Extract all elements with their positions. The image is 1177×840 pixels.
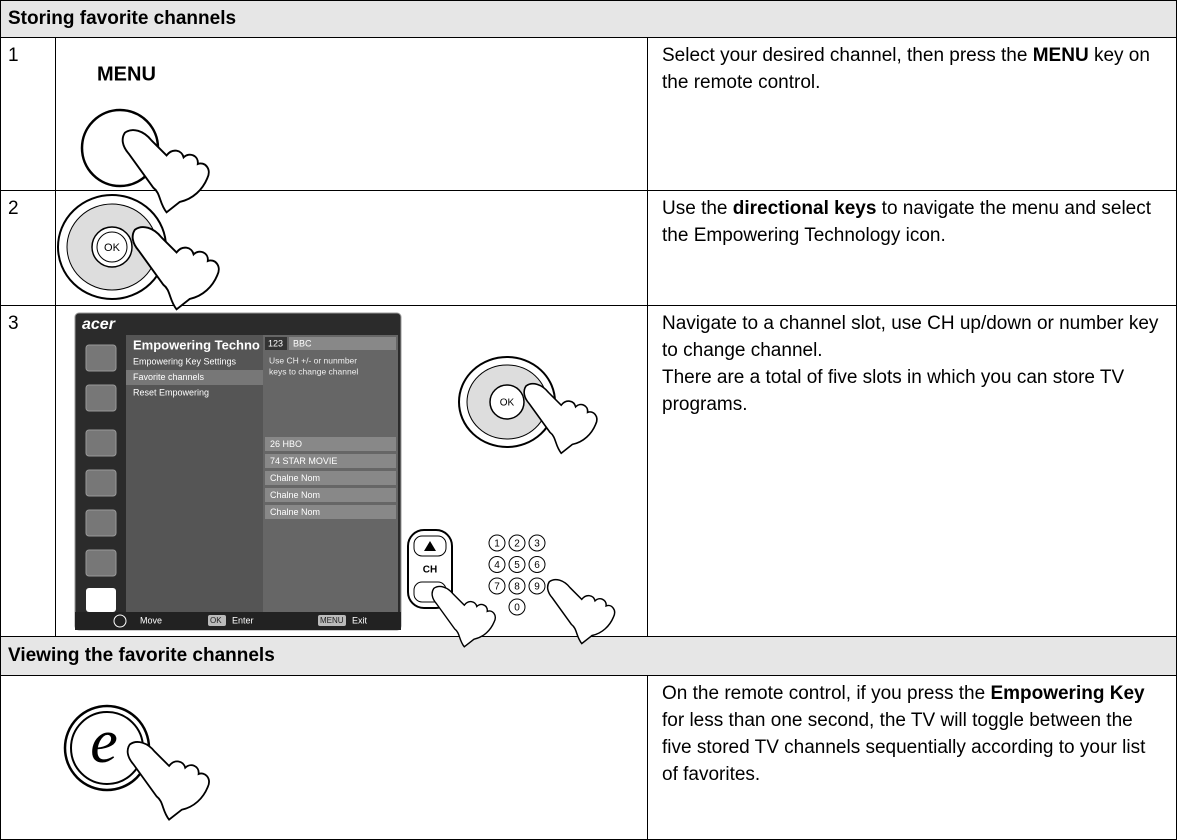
- text: Use the: [662, 198, 733, 219]
- osd-icon: [85, 549, 117, 577]
- ok-label: OK: [104, 242, 121, 254]
- number-key: [508, 598, 526, 616]
- osd-screen-part: [265, 337, 287, 350]
- number-key: [508, 556, 526, 573]
- osd-slot: [265, 488, 396, 502]
- section-title: Storing favorite channels: [8, 8, 237, 29]
- osd-hint: keys to change channel: [269, 366, 358, 376]
- number-label: 0: [514, 603, 520, 614]
- hand: [546, 578, 616, 645]
- table-grid-part: [0, 636, 1177, 675]
- number-key: [508, 577, 526, 595]
- dpad-illustration-part: [489, 384, 525, 420]
- number-label: 8: [514, 582, 520, 593]
- osd-key-box: [318, 615, 346, 626]
- number-label: 9: [534, 582, 540, 593]
- osd-footer-label: Exit: [352, 615, 368, 625]
- osd-slot: [265, 471, 396, 485]
- osd-slot-label: Chalne Nom: [270, 507, 320, 517]
- text: key on the remote control.: [662, 45, 1150, 93]
- osd-slot-label: Chalne Nom: [270, 473, 320, 483]
- key-glyph: e: [90, 708, 118, 776]
- number-label: 4: [494, 560, 500, 571]
- osd-screen-part: [126, 370, 263, 385]
- number-label: 5: [514, 560, 520, 571]
- number-label: 7: [494, 582, 500, 593]
- empowering-key-illustration-part: [126, 741, 210, 821]
- number-key: [528, 577, 546, 595]
- ok-label: OK: [500, 398, 515, 409]
- osd-menu-item: Favorite channels: [133, 372, 205, 382]
- number-label: 3: [534, 539, 540, 550]
- osd-icon: [85, 469, 117, 497]
- osd-key-box: [208, 615, 226, 626]
- number-label: 6: [534, 560, 540, 571]
- osd-icon: [86, 588, 116, 612]
- text: Navigate to a channel slot, use CH up/do…: [662, 313, 1159, 361]
- number-key: [508, 534, 526, 552]
- table-grid-part: [0, 0, 1177, 37]
- osd-icon: [85, 429, 117, 457]
- osd-slot: [265, 505, 396, 519]
- step-text: On the remote control, if you press the …: [662, 680, 1162, 788]
- ch-key-illustration-part: [424, 541, 436, 551]
- osd-logo: acer: [82, 316, 116, 333]
- osd-menu-item: Empowering Key Settings: [133, 356, 237, 366]
- number-key: [488, 534, 506, 552]
- osd-menu-item: Reset Empowering: [133, 387, 209, 397]
- ch-label: CH: [423, 565, 437, 576]
- osd-screen-part: [289, 337, 396, 350]
- text: There are a total of five slots in which…: [662, 367, 1125, 415]
- osd-icon: [85, 509, 117, 537]
- step-number: 3: [8, 313, 19, 334]
- ch-key-illustration: CH: [407, 529, 496, 648]
- bold-text: Empowering Key: [990, 683, 1145, 704]
- bold-text: MENU: [1032, 45, 1089, 66]
- key-label: MENU: [97, 63, 156, 85]
- dpad-illustration: OK: [458, 356, 598, 455]
- osd-footer-label: MENU: [320, 616, 344, 625]
- osd-slot: [265, 454, 396, 468]
- step-text: Select your desired channel, then press …: [662, 42, 1162, 96]
- osd-move-icon: [113, 614, 127, 628]
- osd-channel-number: 123: [268, 338, 283, 348]
- osd-icon: [85, 344, 117, 372]
- text: for less than one second, the TV will to…: [662, 710, 1146, 785]
- number-key: [488, 577, 506, 595]
- number-key: [488, 556, 506, 573]
- bold-text: directional keys: [732, 198, 877, 219]
- dpad-illustration: OK: [57, 194, 220, 311]
- text: to navigate the menu and select the Empo…: [662, 198, 1152, 246]
- step-number: 2: [8, 198, 19, 219]
- osd-footer-label: Enter: [232, 615, 254, 625]
- number-label: 2: [514, 539, 520, 550]
- osd-title: Empowering Techno: [133, 337, 260, 352]
- osd-slot-label: Chalne Nom: [270, 490, 320, 500]
- text: Select your desired channel, then press …: [662, 45, 1033, 66]
- osd-slot-label: 26 HBO: [270, 439, 302, 449]
- osd-footer-label: Move: [140, 615, 162, 625]
- osd-icon: [85, 384, 117, 412]
- step-text: Use the directional keys to navigate the…: [662, 195, 1162, 249]
- osd-channel-name: BBC: [293, 338, 312, 348]
- osd-screen: acer Empowering Techno 123 BBC Empowerin…: [74, 312, 402, 631]
- dpad-illustration-part: [96, 231, 128, 263]
- osd-hint: Use CH +/- or nunmber: [269, 355, 357, 365]
- text: On the remote control, if you press the: [662, 683, 991, 704]
- menu-key-illustration: MENU: [80, 63, 210, 214]
- empowering-key-illustration: e: [63, 704, 210, 821]
- step-number: 1: [8, 45, 19, 66]
- section-title: Viewing the favorite channels: [8, 645, 275, 666]
- number-key: [528, 556, 546, 573]
- numpad-illustration: 1 2 3 4 5 6 7 8 9 0: [488, 534, 616, 645]
- step-text: Navigate to a channel slot, use CH up/do…: [662, 310, 1162, 418]
- osd-footer-label: OK: [210, 616, 222, 625]
- number-key: [528, 534, 546, 552]
- osd-slot: [265, 437, 396, 451]
- number-label: 1: [494, 539, 500, 550]
- osd-slot-label: 74 STAR MOVIE: [270, 456, 337, 466]
